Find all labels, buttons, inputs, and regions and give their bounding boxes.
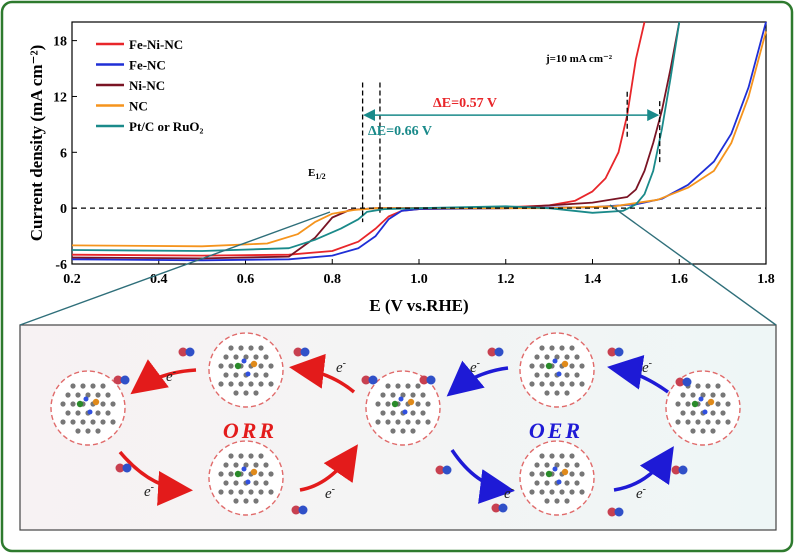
molecule-icon — [361, 375, 378, 385]
reaction-arrow — [446, 360, 509, 397]
e-half-label: E1/2 — [308, 167, 326, 181]
j10-label: j=10 mA cm⁻² — [545, 53, 613, 65]
e-half-main: E — [308, 167, 315, 179]
reaction-arrow — [613, 446, 674, 492]
legend-label: NC — [129, 99, 148, 114]
legend-label: Pt/C or RuO₂ — [129, 119, 204, 134]
electron-label: e- — [470, 358, 480, 376]
catalyst-cluster — [50, 370, 126, 446]
electron-label: e- — [166, 367, 176, 385]
molecule-icon — [607, 507, 624, 517]
reaction-arrows: e-e-e-e-e-e-e-e- — [118, 353, 674, 506]
series-line — [71, 21, 681, 260]
x-tick-label: 1.2 — [497, 272, 515, 287]
zoom-line-right — [609, 204, 777, 326]
e-half-subscript: 1/2 — [315, 172, 325, 181]
series-line — [71, 21, 681, 252]
legend-label: Fe-NC — [129, 58, 166, 73]
reaction-arrow — [289, 353, 356, 394]
legend-label: Fe-Ni-NC — [129, 37, 183, 52]
catalyst-cluster — [208, 440, 284, 516]
electron-label: e- — [642, 358, 652, 376]
catalyst-cluster — [519, 332, 595, 408]
x-tick-label: 0.6 — [237, 272, 255, 287]
electron-label: e- — [336, 358, 346, 376]
catalyst-cluster — [365, 370, 441, 446]
y-tick-label: 18 — [53, 35, 67, 50]
molecule-icon — [675, 377, 692, 387]
y-tick-label: 6 — [60, 146, 67, 161]
reaction-arrow — [299, 444, 358, 492]
molecule-icon — [607, 347, 624, 357]
x-tick-label: 1.8 — [757, 272, 775, 287]
x-tick-label: 0.8 — [324, 272, 342, 287]
x-tick-label: 1.0 — [410, 272, 428, 287]
molecule-icon — [178, 347, 195, 357]
y-tick-label: 0 — [60, 202, 67, 217]
x-tick-label: 0.2 — [63, 272, 81, 287]
reaction-arrow — [130, 359, 197, 395]
reaction-arrow — [607, 354, 670, 394]
reaction-arrow — [118, 450, 193, 506]
molecule-icon — [491, 503, 508, 513]
catalyst-cluster — [665, 370, 741, 446]
molecule-icon — [115, 463, 132, 473]
molecule-icon — [293, 347, 310, 357]
reaction-arrow — [450, 449, 515, 504]
electron-label: e- — [636, 484, 646, 502]
molecule-icon — [435, 465, 452, 475]
y-axis-title: Current density (mA cm⁻²) — [27, 45, 46, 241]
molecule-icon — [419, 375, 436, 385]
catalyst-cluster — [208, 332, 284, 408]
legend-label: Ni-NC — [129, 78, 165, 93]
molecule-icons — [113, 347, 692, 517]
x-tick-label: 1.4 — [584, 272, 602, 287]
mechanism-panel: e-e-e-e-e-e-e-e- ORR OER — [19, 204, 777, 531]
x-axis-title: E (V vs.RHE) — [369, 296, 468, 315]
y-tick-label: -6 — [55, 258, 67, 273]
oer-label: OER — [529, 418, 583, 443]
electron-label: e- — [144, 482, 154, 500]
molecule-icon — [291, 505, 308, 515]
x-tick-label: 1.6 — [671, 272, 689, 287]
electron-label: e- — [325, 484, 335, 502]
legend: Fe-Ni-NC Fe-NC Ni-NC NC Pt/C or RuO₂ — [96, 37, 204, 134]
catalyst-cluster — [519, 440, 595, 516]
catalyst-structures — [50, 332, 741, 516]
delta-e-teal-label: ΔE=0.66 V — [368, 124, 432, 139]
zoom-line-left — [19, 211, 331, 326]
molecule-icon — [487, 347, 504, 357]
y-tick-label: 12 — [53, 90, 67, 105]
delta-e-red-label: ΔE=0.57 V — [433, 96, 497, 111]
electron-label: e- — [504, 484, 514, 502]
molecule-icon — [113, 375, 130, 385]
annotations: ΔE=0.57 V ΔE=0.66 V j=10 mA cm⁻² E1/2 — [308, 53, 661, 223]
orr-label: ORR — [223, 418, 277, 443]
molecule-icon — [671, 465, 688, 475]
